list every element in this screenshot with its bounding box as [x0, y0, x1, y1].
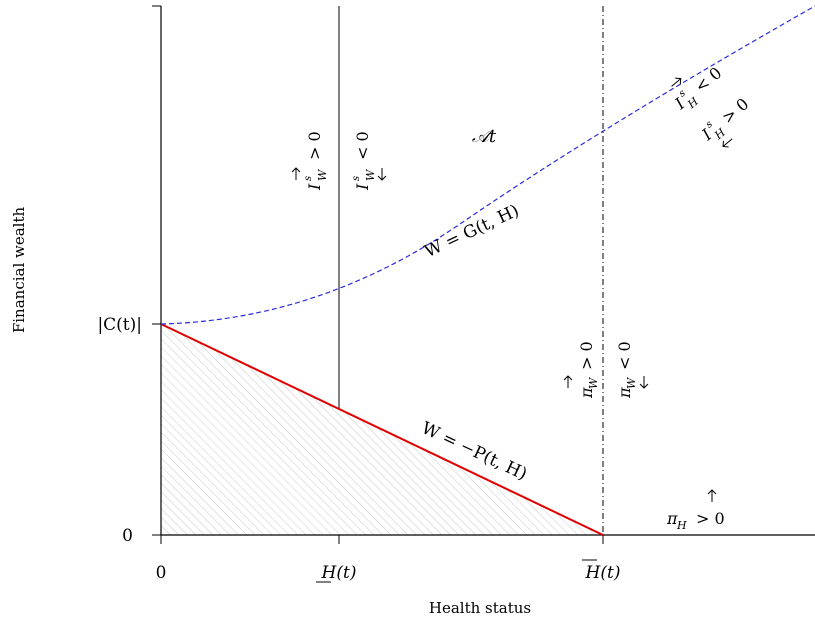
svg-text:H: H	[676, 519, 687, 532]
svg-text:s: s	[704, 119, 715, 131]
piw-negative-condition: π W < 0	[615, 341, 649, 399]
svg-text:s: s	[303, 176, 314, 181]
svg-text:> 0: > 0	[718, 94, 752, 127]
svg-text:> 0: > 0	[696, 509, 725, 528]
ih-negative-condition: I H s < 0	[670, 63, 725, 113]
svg-text:W: W	[625, 376, 638, 389]
x-tick-label-hbar: H(t)	[582, 559, 621, 583]
x-tick-label-hlower: H(t)	[316, 563, 356, 583]
svg-text:H(t): H(t)	[321, 563, 357, 583]
y-tick-label-c: |C(t)|	[97, 315, 142, 335]
svg-text:W: W	[364, 168, 377, 181]
svg-text:I: I	[353, 183, 372, 191]
pih-positive-condition: π H > 0	[666, 489, 725, 532]
svg-text:< 0: < 0	[615, 341, 634, 370]
svg-text:π: π	[577, 387, 596, 399]
svg-text:W: W	[587, 376, 600, 389]
y-tick-label-zero: 0	[122, 526, 133, 546]
region-label: 𝒜t	[472, 126, 497, 147]
svg-text:π: π	[615, 387, 634, 399]
svg-text:W: W	[316, 168, 329, 181]
svg-text:< 0: < 0	[691, 63, 725, 96]
y-axis-label: Financial wealth	[10, 207, 28, 334]
ih-positive-condition: I H s > 0	[697, 94, 752, 148]
svg-text:H(t): H(t)	[585, 563, 621, 583]
x-axis-label: Health status	[429, 599, 531, 617]
svg-text:I: I	[305, 183, 324, 191]
svg-text:< 0: < 0	[353, 131, 372, 160]
piw-positive-condition: π W > 0	[563, 341, 600, 399]
g-curve-label: W = G(t, H)	[422, 201, 523, 262]
x-tick-label-zero: 0	[156, 563, 167, 583]
p-line	[160, 323, 604, 536]
svg-text:> 0: > 0	[305, 131, 324, 160]
svg-text:s: s	[677, 88, 688, 100]
svg-text:> 0: > 0	[577, 341, 596, 370]
svg-text:π: π	[666, 509, 678, 528]
iw-positive-condition: I W s > 0	[291, 131, 329, 191]
g-curve	[160, 5, 815, 325]
svg-text:s: s	[351, 176, 362, 181]
iw-negative-condition: I W s < 0	[351, 131, 387, 191]
